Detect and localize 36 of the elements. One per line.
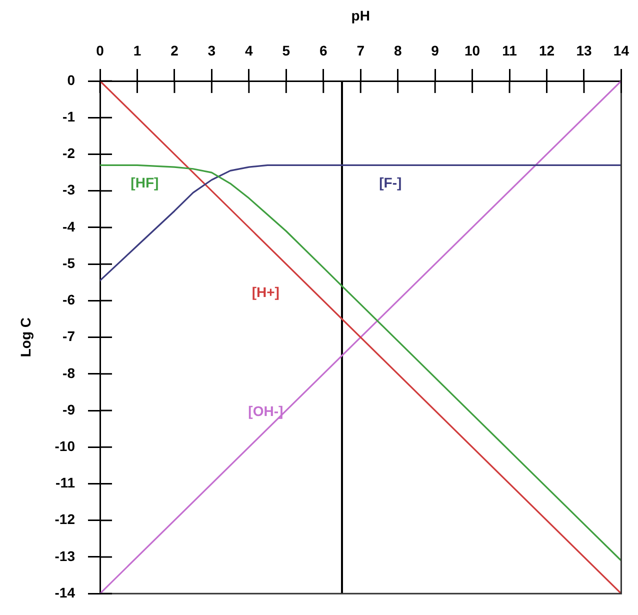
series-label: [F-] [379,174,402,190]
x-tick-label: 8 [394,42,402,58]
y-tick-label: -3 [62,182,76,198]
series-label: [HF] [130,174,159,190]
y-tick-label: -4 [62,218,76,234]
y-tick-label: 0 [67,72,76,88]
y-tick-label: -1 [62,108,76,124]
x-tick-label: 5 [282,42,290,58]
x-tick-label: 2 [170,42,179,58]
x-tick-label: 0 [96,42,104,58]
y-tick-label: -8 [62,364,76,381]
x-tick-label: 10 [464,42,480,58]
y-tick-label: -9 [62,401,76,418]
y-tick-label: -11 [56,474,76,491]
y-tick-label: -12 [54,511,76,528]
x-axis-title: pH [351,7,370,24]
x-tick-label: 6 [319,42,328,58]
x-tick-label: 9 [431,42,440,58]
x-tick-label: 7 [356,42,365,58]
y-axis-title: Log C [17,317,34,358]
y-tick-label: -10 [54,438,76,454]
x-tick-label: 3 [208,42,216,58]
y-tick-label: -14 [54,584,76,600]
series-label: [H+] [252,284,280,300]
y-tick-label: -6 [62,292,76,308]
x-tick-label: 11 [502,42,518,58]
series-label: [OH-] [248,403,284,420]
y-tick-label: -13 [54,548,76,564]
x-tick-label: 4 [245,42,254,58]
x-tick-label: 14 [613,42,630,58]
y-tick-label: -5 [62,254,76,271]
x-tick-label: 13 [576,42,592,58]
x-tick-label: 12 [538,42,555,58]
y-tick-label: -7 [62,328,76,344]
y-tick-label: -2 [62,145,76,162]
x-tick-label: 1 [133,42,142,58]
